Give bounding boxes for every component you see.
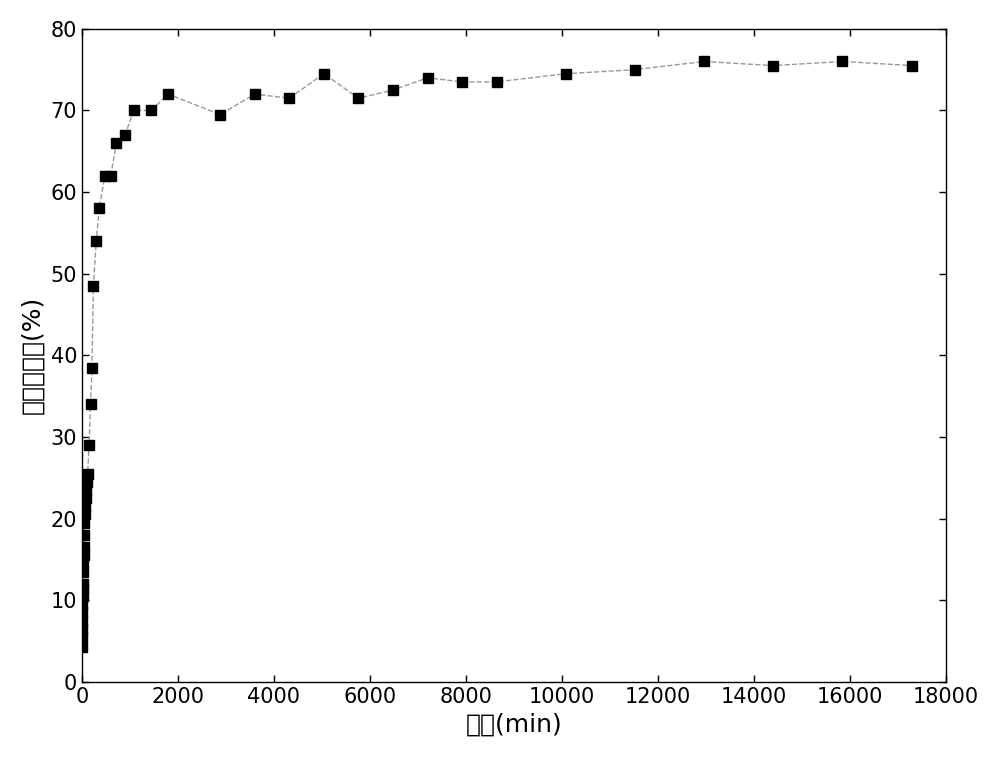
X-axis label: 时间(min): 时间(min) — [466, 712, 562, 736]
Y-axis label: 药物释放量(%): 药物释放量(%) — [21, 296, 45, 414]
